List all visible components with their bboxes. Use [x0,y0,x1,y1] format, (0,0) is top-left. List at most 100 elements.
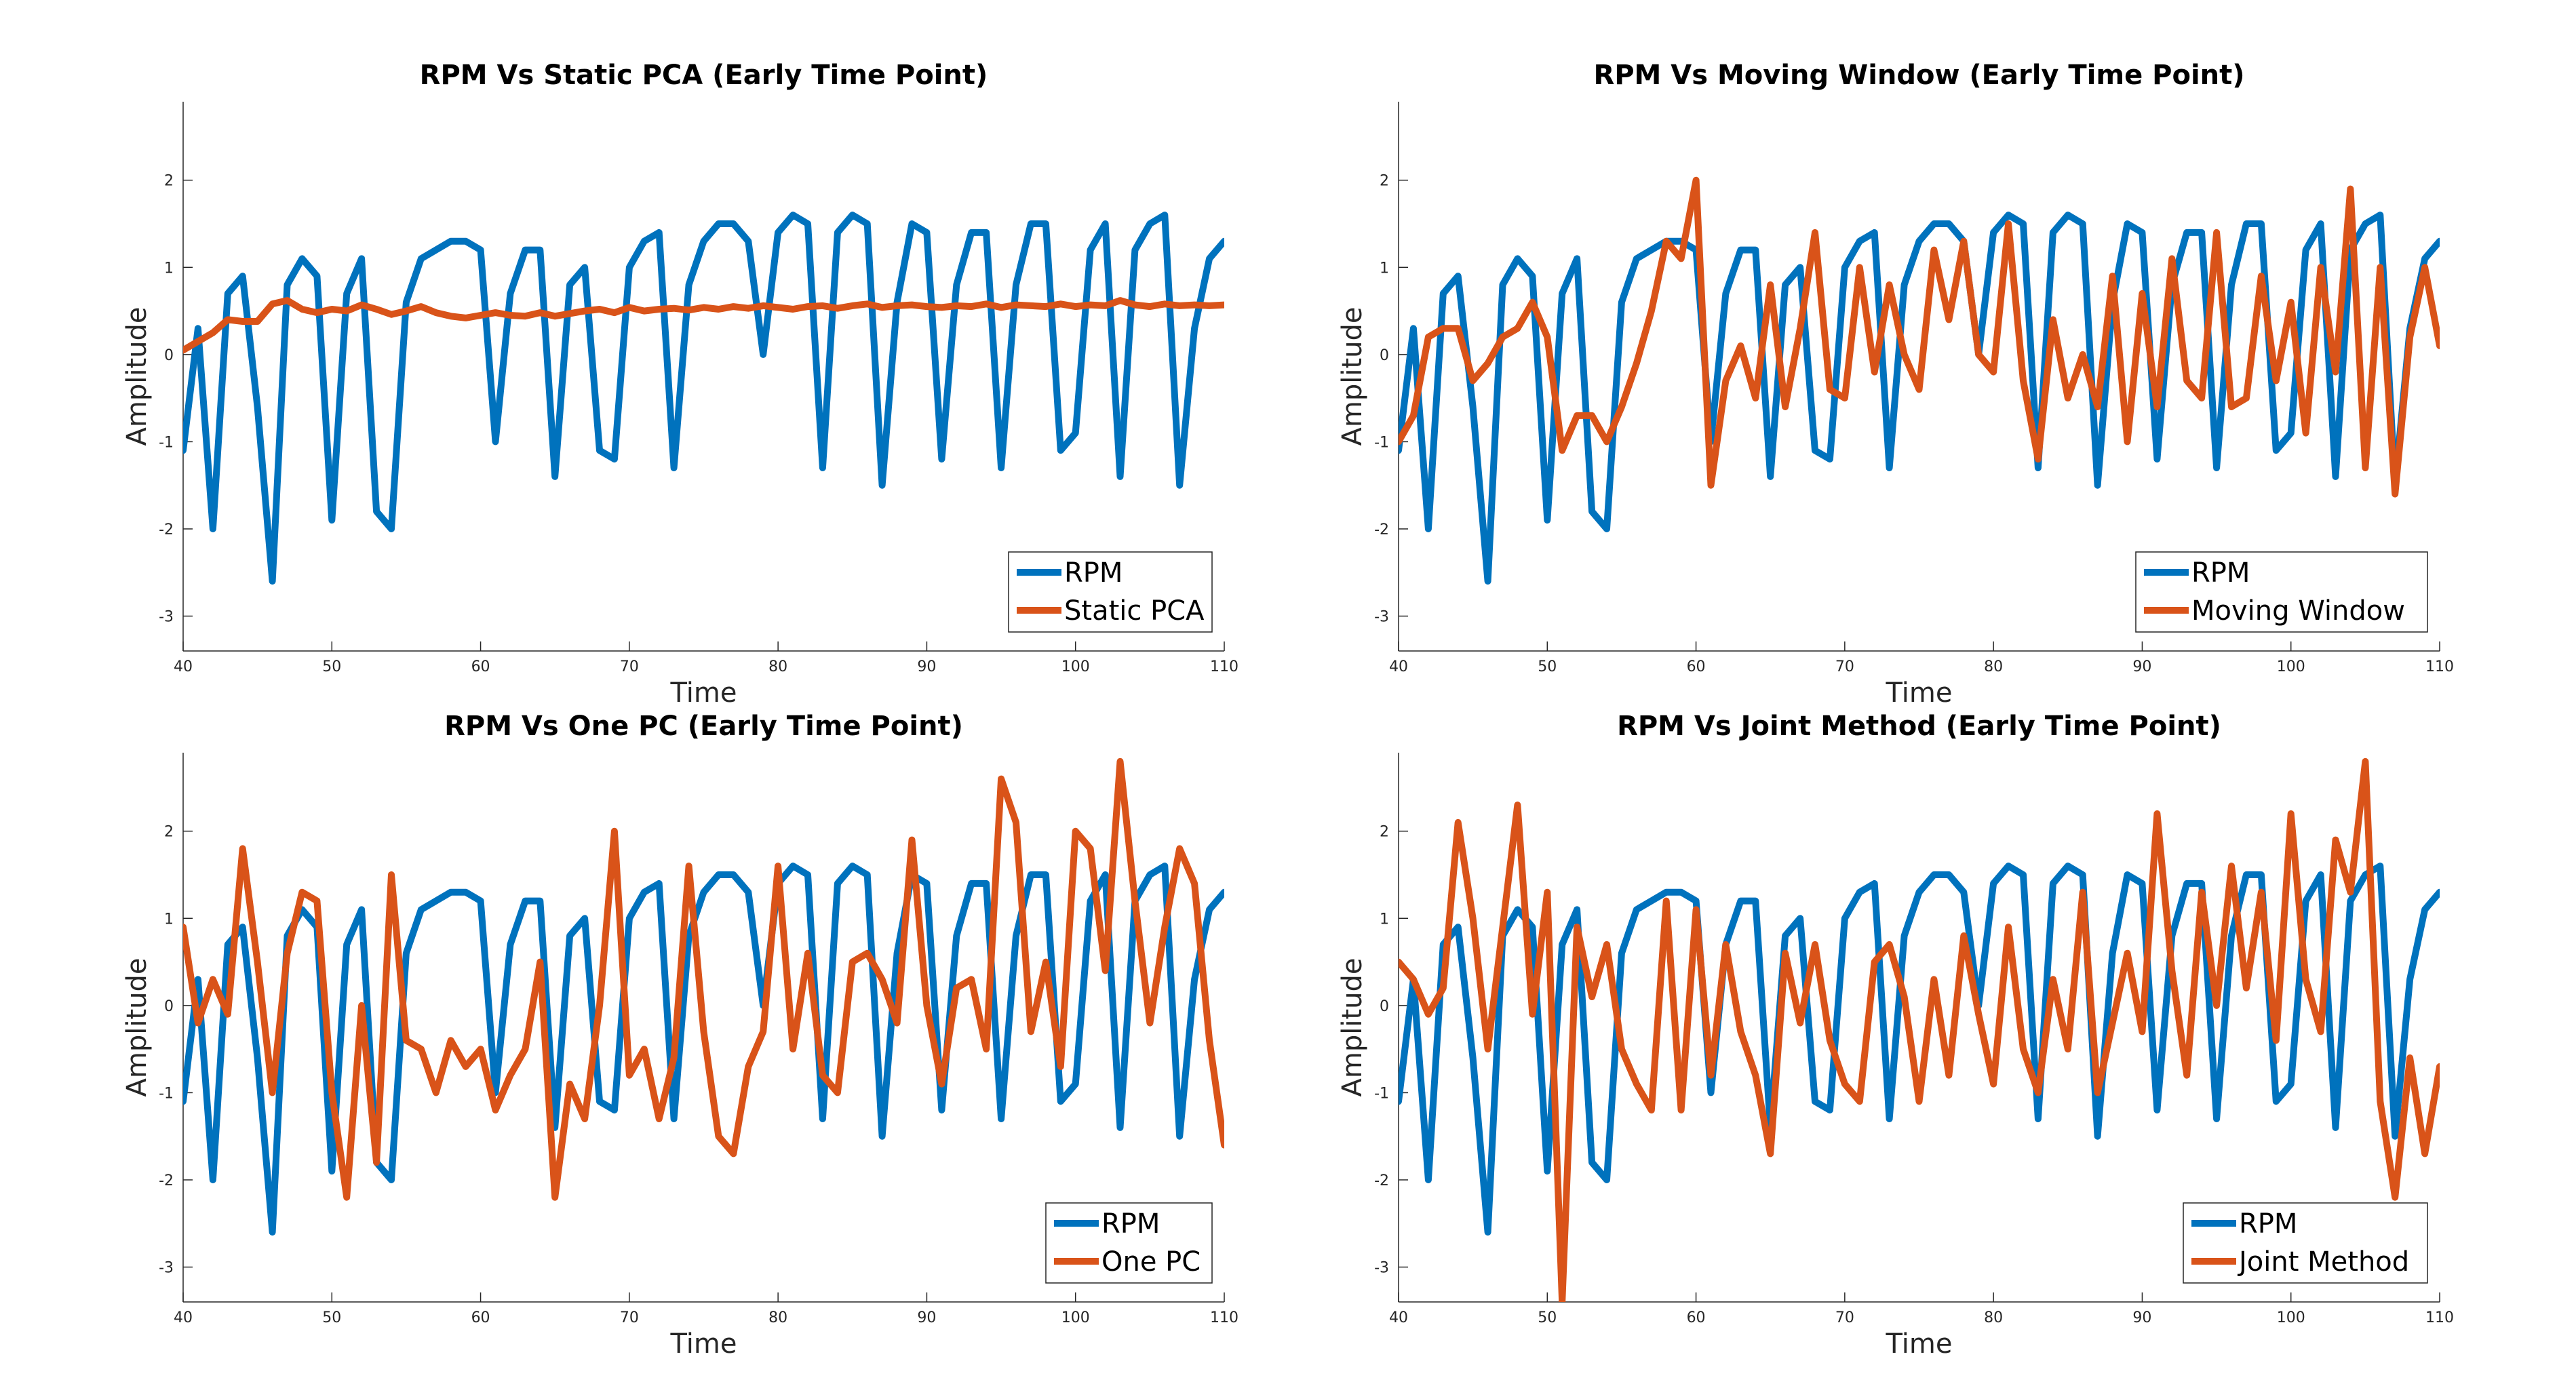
y-tick-label: -2 [1374,1172,1389,1189]
x-tick-label: 60 [471,1309,490,1326]
x-tick-label: 70 [620,1309,639,1326]
y-tick-label: -3 [159,609,174,626]
legend-entry-label: One PC [1101,1246,1201,1278]
legend-entry-label: RPM [1064,557,1123,589]
legend: RPM One PC [1045,1202,1213,1284]
y-tick-label: 1 [164,911,174,928]
legend: RPM Moving Window [2135,551,2428,633]
x-tick-label: 60 [1687,1309,1706,1326]
y-tick-label: 0 [1380,347,1389,364]
subplot-1: 40 50 60 70 80 90 100 110 -3 -2 -1 0 1 2 RPM Vs Static… [121,60,1238,709]
y-axis-label: Amplitude [121,307,153,446]
x-axis-label: Time [1886,1328,1953,1360]
x-tick-label: 90 [917,1309,936,1326]
method-series-line [1399,176,2440,498]
x-tick-label: 60 [471,658,490,675]
method-series-line [183,757,1224,1201]
x-tick-label: 70 [620,658,639,675]
y-tick-label: -3 [1374,1260,1389,1277]
y-tick-label: -2 [159,1172,174,1189]
y-tick-label: -3 [159,1260,174,1277]
subplot-4: 40 50 60 70 80 90 100 110 -3 -2 -1 0 1 2 RPM Vs Joint … [1337,711,2454,1360]
y-tick-label: -3 [1374,609,1389,626]
x-axis-label: Time [670,677,737,709]
x-tick-label: 40 [174,1309,193,1326]
method-series-line [183,297,1224,354]
series-group [183,757,1224,1236]
x-tick-label: 80 [768,1309,787,1326]
legend-entry-label: RPM [1101,1208,1160,1240]
y-tick-label: 2 [1380,824,1389,841]
subplot-3: 40 50 60 70 80 90 100 110 -3 -2 -1 0 1 2 RPM Vs One PC… [121,711,1238,1360]
subplot-2: 40 50 60 70 80 90 100 110 -3 -2 -1 0 1 2 RPM Vs Moving… [1337,60,2454,709]
x-tick-label: 40 [174,658,193,675]
y-axis-label: Amplitude [1337,958,1368,1097]
x-tick-label: 110 [1210,1309,1238,1326]
chart-title: RPM Vs One PC (Early Time Point) [444,711,963,742]
x-tick-label: 80 [768,658,787,675]
x-axis-label: Time [1886,677,1953,709]
y-tick-label: 0 [164,347,174,364]
x-tick-label: 100 [2277,1309,2305,1326]
y-axis-label: Amplitude [1337,307,1368,446]
rpm-series-line [183,212,1224,585]
y-axis-label: Amplitude [121,958,153,1097]
y-tick-label: 2 [164,173,174,190]
chart-title: RPM Vs Moving Window (Early Time Point) [1593,60,2244,91]
x-tick-label: 100 [2277,658,2305,675]
legend-box [2135,551,2428,633]
x-tick-label: 50 [322,658,341,675]
x-tick-label: 100 [1061,658,1090,675]
x-tick-label: 50 [322,1309,341,1326]
y-tick-label: -1 [1374,1085,1389,1102]
y-tick-label: -1 [159,434,174,451]
legend-box [1045,1202,1213,1284]
x-tick-label: 90 [917,658,936,675]
x-tick-label: 110 [2425,658,2454,675]
x-tick-label: 60 [1687,658,1706,675]
series-group [183,212,1224,585]
x-tick-label: 80 [1984,1309,2003,1326]
legend: RPM Joint Method [2183,1202,2428,1284]
x-tick-label: 70 [1835,658,1854,675]
legend-box [1008,551,1213,633]
x-tick-label: 50 [1538,658,1557,675]
x-tick-label: 40 [1389,1309,1408,1326]
y-tick-label: 0 [164,998,174,1015]
y-tick-label: 2 [1380,173,1389,190]
y-tick-label: 1 [1380,260,1389,277]
legend-box [2183,1202,2428,1284]
y-tick-label: -2 [1374,521,1389,538]
chart-title: RPM Vs Joint Method (Early Time Point) [1617,711,2221,742]
x-tick-label: 80 [1984,658,2003,675]
x-tick-label: 40 [1389,658,1408,675]
x-tick-label: 70 [1835,1309,1854,1326]
legend: RPM Static PCA [1008,551,1213,633]
legend-entry-label: RPM [2239,1208,2297,1240]
legend-entry-label: Static PCA [1064,595,1205,627]
y-tick-label: 1 [164,260,174,277]
y-tick-label: 0 [1380,998,1389,1015]
legend-entry-label: Joint Method [2237,1246,2409,1278]
x-tick-label: 100 [1061,1309,1090,1326]
x-tick-label: 110 [1210,658,1238,675]
x-tick-label: 50 [1538,1309,1557,1326]
legend-entry-label: Moving Window [2191,595,2405,627]
series-group [1399,176,2440,585]
x-tick-label: 90 [2132,658,2151,675]
method-series-line [1399,757,2440,1302]
legend-entry-label: RPM [2191,557,2250,589]
series-group [1399,757,2440,1302]
x-tick-label: 90 [2132,1309,2151,1326]
y-tick-label: -1 [1374,434,1389,451]
y-tick-label: 1 [1380,911,1389,928]
x-axis-label: Time [670,1328,737,1360]
chart-title: RPM Vs Static PCA (Early Time Point) [420,60,988,91]
x-tick-label: 110 [2425,1309,2454,1326]
y-tick-label: -1 [159,1085,174,1102]
rpm-series-line [183,863,1224,1236]
y-tick-label: 2 [164,824,174,841]
y-tick-label: -2 [159,521,174,538]
